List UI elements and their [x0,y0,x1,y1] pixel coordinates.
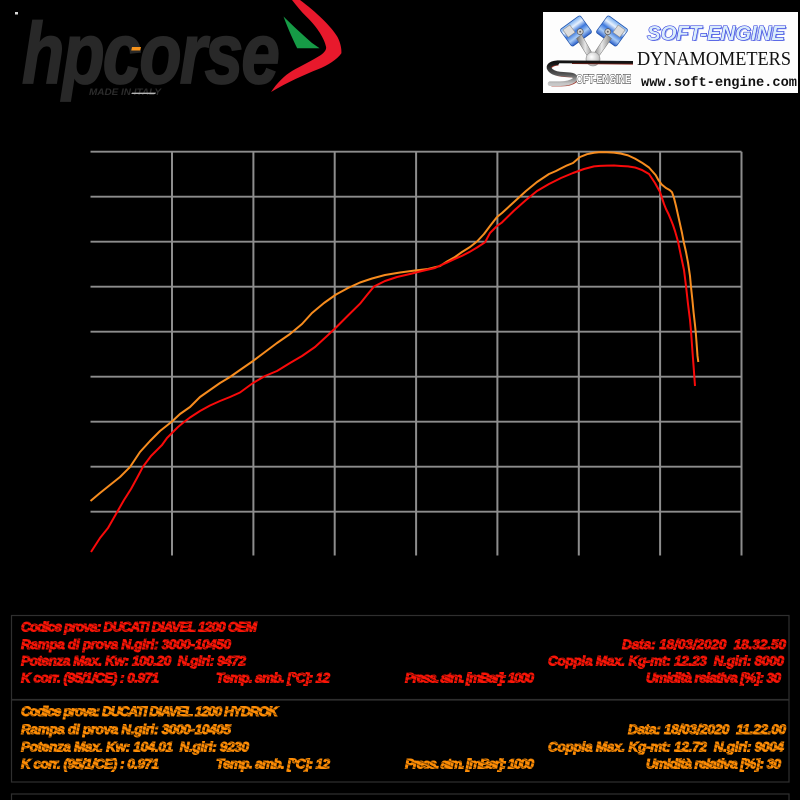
svg-text:OFT-ENGINE: OFT-ENGINE [576,73,631,87]
svg-text:SOFT-ENGINE: SOFT-ENGINE [649,24,788,46]
svg-text:DYNAMOMETERS: DYNAMOMETERS [637,49,791,70]
svg-text:hpcorse: hpcorse [22,7,278,102]
svg-text:SOFT-ENGINE: SOFT-ENGINE [647,23,786,45]
svg-text:MADE IN ITALY: MADE IN ITALY [89,87,163,98]
svg-text:www.soft-engine.com: www.soft-engine.com [641,76,797,91]
